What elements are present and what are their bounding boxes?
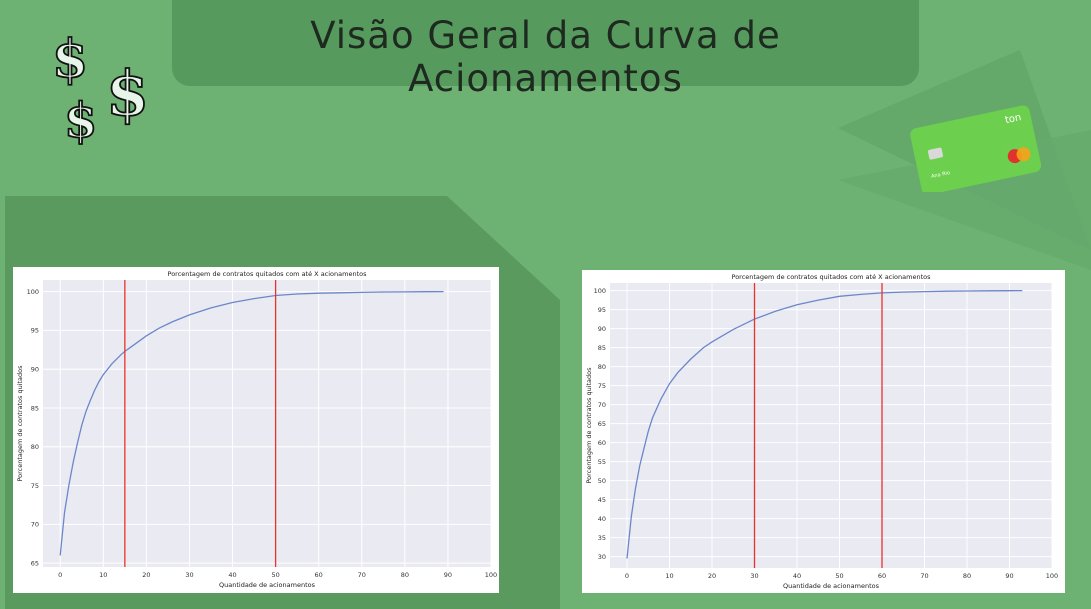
dollar-icon: $ bbox=[64, 93, 97, 145]
y-tick-label: 65 bbox=[598, 420, 606, 428]
dollar-signs-illustration: $ $ $ bbox=[51, 28, 150, 145]
card-brand: ton bbox=[1004, 112, 1022, 126]
y-tick-label: 75 bbox=[598, 382, 606, 390]
x-tick-label: 100 bbox=[1046, 572, 1058, 580]
y-axis-label: Porcentagem de contratos quitados bbox=[585, 367, 593, 484]
y-tick-label: 70 bbox=[31, 521, 39, 529]
chart-title: Porcentagem de contratos quitados com at… bbox=[732, 273, 932, 281]
y-tick-label: 95 bbox=[31, 327, 39, 335]
card-chip bbox=[927, 147, 943, 160]
x-tick-label: 60 bbox=[315, 571, 323, 579]
x-tick-label: 10 bbox=[665, 572, 673, 580]
x-tick-label: 40 bbox=[228, 571, 236, 579]
x-tick-label: 30 bbox=[750, 572, 758, 580]
credit-card-image: ton Ana Rio bbox=[910, 105, 1042, 192]
y-tick-label: 50 bbox=[598, 477, 606, 485]
x-tick-label: 50 bbox=[835, 572, 843, 580]
x-tick-label: 0 bbox=[625, 572, 629, 580]
x-tick-label: 90 bbox=[1005, 572, 1013, 580]
y-tick-label: 85 bbox=[31, 404, 39, 412]
chart-title: Porcentagem de contratos quitados com at… bbox=[168, 270, 368, 278]
x-tick-label: 90 bbox=[444, 571, 452, 579]
x-tick-label: 50 bbox=[271, 571, 279, 579]
y-tick-label: 90 bbox=[31, 366, 39, 374]
x-tick-label: 100 bbox=[485, 571, 497, 579]
x-tick-label: 70 bbox=[358, 571, 366, 579]
x-axis-label: Quantidade de acionamentos bbox=[783, 582, 880, 590]
y-tick-label: 70 bbox=[598, 401, 606, 409]
data-line bbox=[59, 290, 444, 556]
y-tick-label: 85 bbox=[598, 344, 606, 352]
x-tick-label: 60 bbox=[878, 572, 886, 580]
chart-right-svg: 0 10 20 30 40 50 60 70 80 90 100 30 35 40 45 50 55 60 65 70… bbox=[585, 273, 1058, 590]
x-tick-label: 80 bbox=[401, 571, 409, 579]
dollar-icon: $ bbox=[106, 57, 149, 130]
x-tick-label: 0 bbox=[58, 571, 62, 579]
x-tick-label: 80 bbox=[963, 572, 971, 580]
y-tick-label: 30 bbox=[598, 553, 606, 561]
y-tick-label: 80 bbox=[598, 363, 606, 371]
x-tick-label: 70 bbox=[920, 572, 928, 580]
page-title: Visão Geral da Curva de Acionamentos bbox=[310, 14, 781, 100]
chart-left-svg: 0 10 20 30 40 50 60 70 80 90 100 65 70 75 80 85 90 95 100 P… bbox=[16, 270, 497, 589]
x-tick-label: 20 bbox=[708, 572, 716, 580]
y-tick-label: 100 bbox=[27, 288, 39, 296]
card-holder: Ana Rio bbox=[931, 170, 951, 180]
y-tick-label: 65 bbox=[31, 559, 39, 567]
y-tick-label: 95 bbox=[598, 306, 606, 314]
x-tick-label: 20 bbox=[142, 571, 150, 579]
y-tick-label: 75 bbox=[31, 482, 39, 490]
y-tick-label: 40 bbox=[598, 515, 606, 523]
chart-left: 0 10 20 30 40 50 60 70 80 90 100 65 70 75 80 85 90 95 100 P… bbox=[13, 267, 499, 593]
plot-area bbox=[610, 283, 1052, 568]
chart-right: 0 10 20 30 40 50 60 70 80 90 100 30 35 40 45 50 55 60 65 70… bbox=[582, 270, 1065, 593]
x-tick-label: 40 bbox=[793, 572, 801, 580]
y-tick-label: 100 bbox=[594, 287, 606, 295]
plot-area bbox=[43, 280, 491, 567]
x-tick-label: 10 bbox=[99, 571, 107, 579]
y-tick-label: 35 bbox=[598, 534, 606, 542]
y-tick-label: 80 bbox=[31, 443, 39, 451]
y-tick-label: 45 bbox=[598, 496, 606, 504]
y-tick-label: 60 bbox=[598, 439, 606, 447]
x-tick-label: 30 bbox=[185, 571, 193, 579]
y-axis-label: Porcentagem de contratos quitados bbox=[16, 365, 24, 482]
title-banner: Visão Geral da Curva de Acionamentos bbox=[172, 0, 919, 100]
dollar-icon: $ bbox=[52, 29, 88, 90]
card-body bbox=[910, 105, 1042, 192]
y-tick-label: 90 bbox=[598, 325, 606, 333]
card-logo-orange bbox=[1016, 147, 1031, 162]
x-axis-label: Quantidade de acionamentos bbox=[219, 581, 316, 589]
y-tick-label: 55 bbox=[598, 458, 606, 466]
data-line bbox=[626, 289, 1023, 559]
